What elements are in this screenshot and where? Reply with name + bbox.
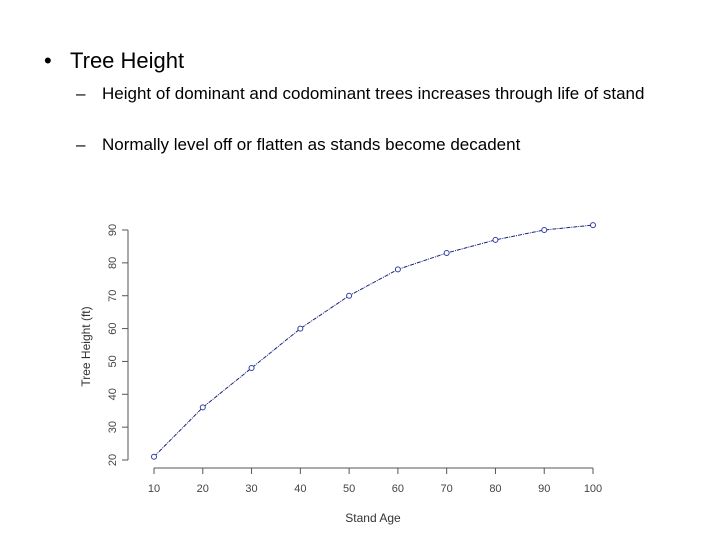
y-tick-label: 20	[107, 454, 119, 466]
data-point	[248, 365, 255, 371]
dash-glyph: –	[76, 84, 86, 103]
data-point	[297, 325, 304, 332]
chart-labels: 10 20 30 40 50 60 70 80 90 100 20 30 40 50 60 70 80 90 Sta…	[79, 224, 602, 525]
data-point	[541, 227, 548, 233]
x-axis-title: Stand Age	[345, 511, 401, 525]
y-tick-label: 70	[107, 290, 119, 302]
data-point	[346, 292, 353, 299]
dash-glyph: –	[76, 135, 86, 154]
data-point	[443, 250, 450, 256]
x-tick-label: 100	[584, 483, 602, 495]
y-tick-label: 90	[107, 224, 119, 236]
x-tick-label: 50	[343, 483, 355, 495]
data-point	[492, 236, 499, 243]
bullet-glyph: •	[44, 48, 52, 73]
y-tick-label: 80	[107, 257, 119, 269]
x-tick-label: 90	[538, 483, 550, 495]
y-axis-title: Tree Height (ft)	[79, 306, 93, 386]
data-point	[199, 404, 206, 411]
y-tick-label: 30	[107, 421, 119, 433]
x-tick-label: 60	[392, 483, 404, 495]
data-point	[151, 453, 157, 460]
y-tick-label: 60	[107, 322, 119, 334]
chart-series	[151, 222, 596, 460]
data-point	[590, 222, 596, 229]
chart-axes	[122, 229, 594, 474]
data-point	[394, 266, 401, 273]
x-tick-label: 20	[197, 483, 209, 495]
sub-bullet-2-text: Normally level off or flatten as stands …	[102, 135, 521, 154]
y-tick-label: 40	[107, 388, 119, 400]
x-tick-label: 70	[441, 483, 453, 495]
x-tick-label: 10	[148, 483, 160, 495]
x-tick-label: 30	[245, 483, 257, 495]
sub-bullet-1-text: Height of dominant and codominant trees …	[102, 84, 645, 103]
x-tick-label: 40	[294, 483, 306, 495]
y-tick-label: 50	[107, 355, 119, 367]
series-line	[153, 224, 594, 458]
x-tick-label: 80	[489, 483, 501, 495]
main-bullet-text: Tree Height	[70, 48, 185, 73]
